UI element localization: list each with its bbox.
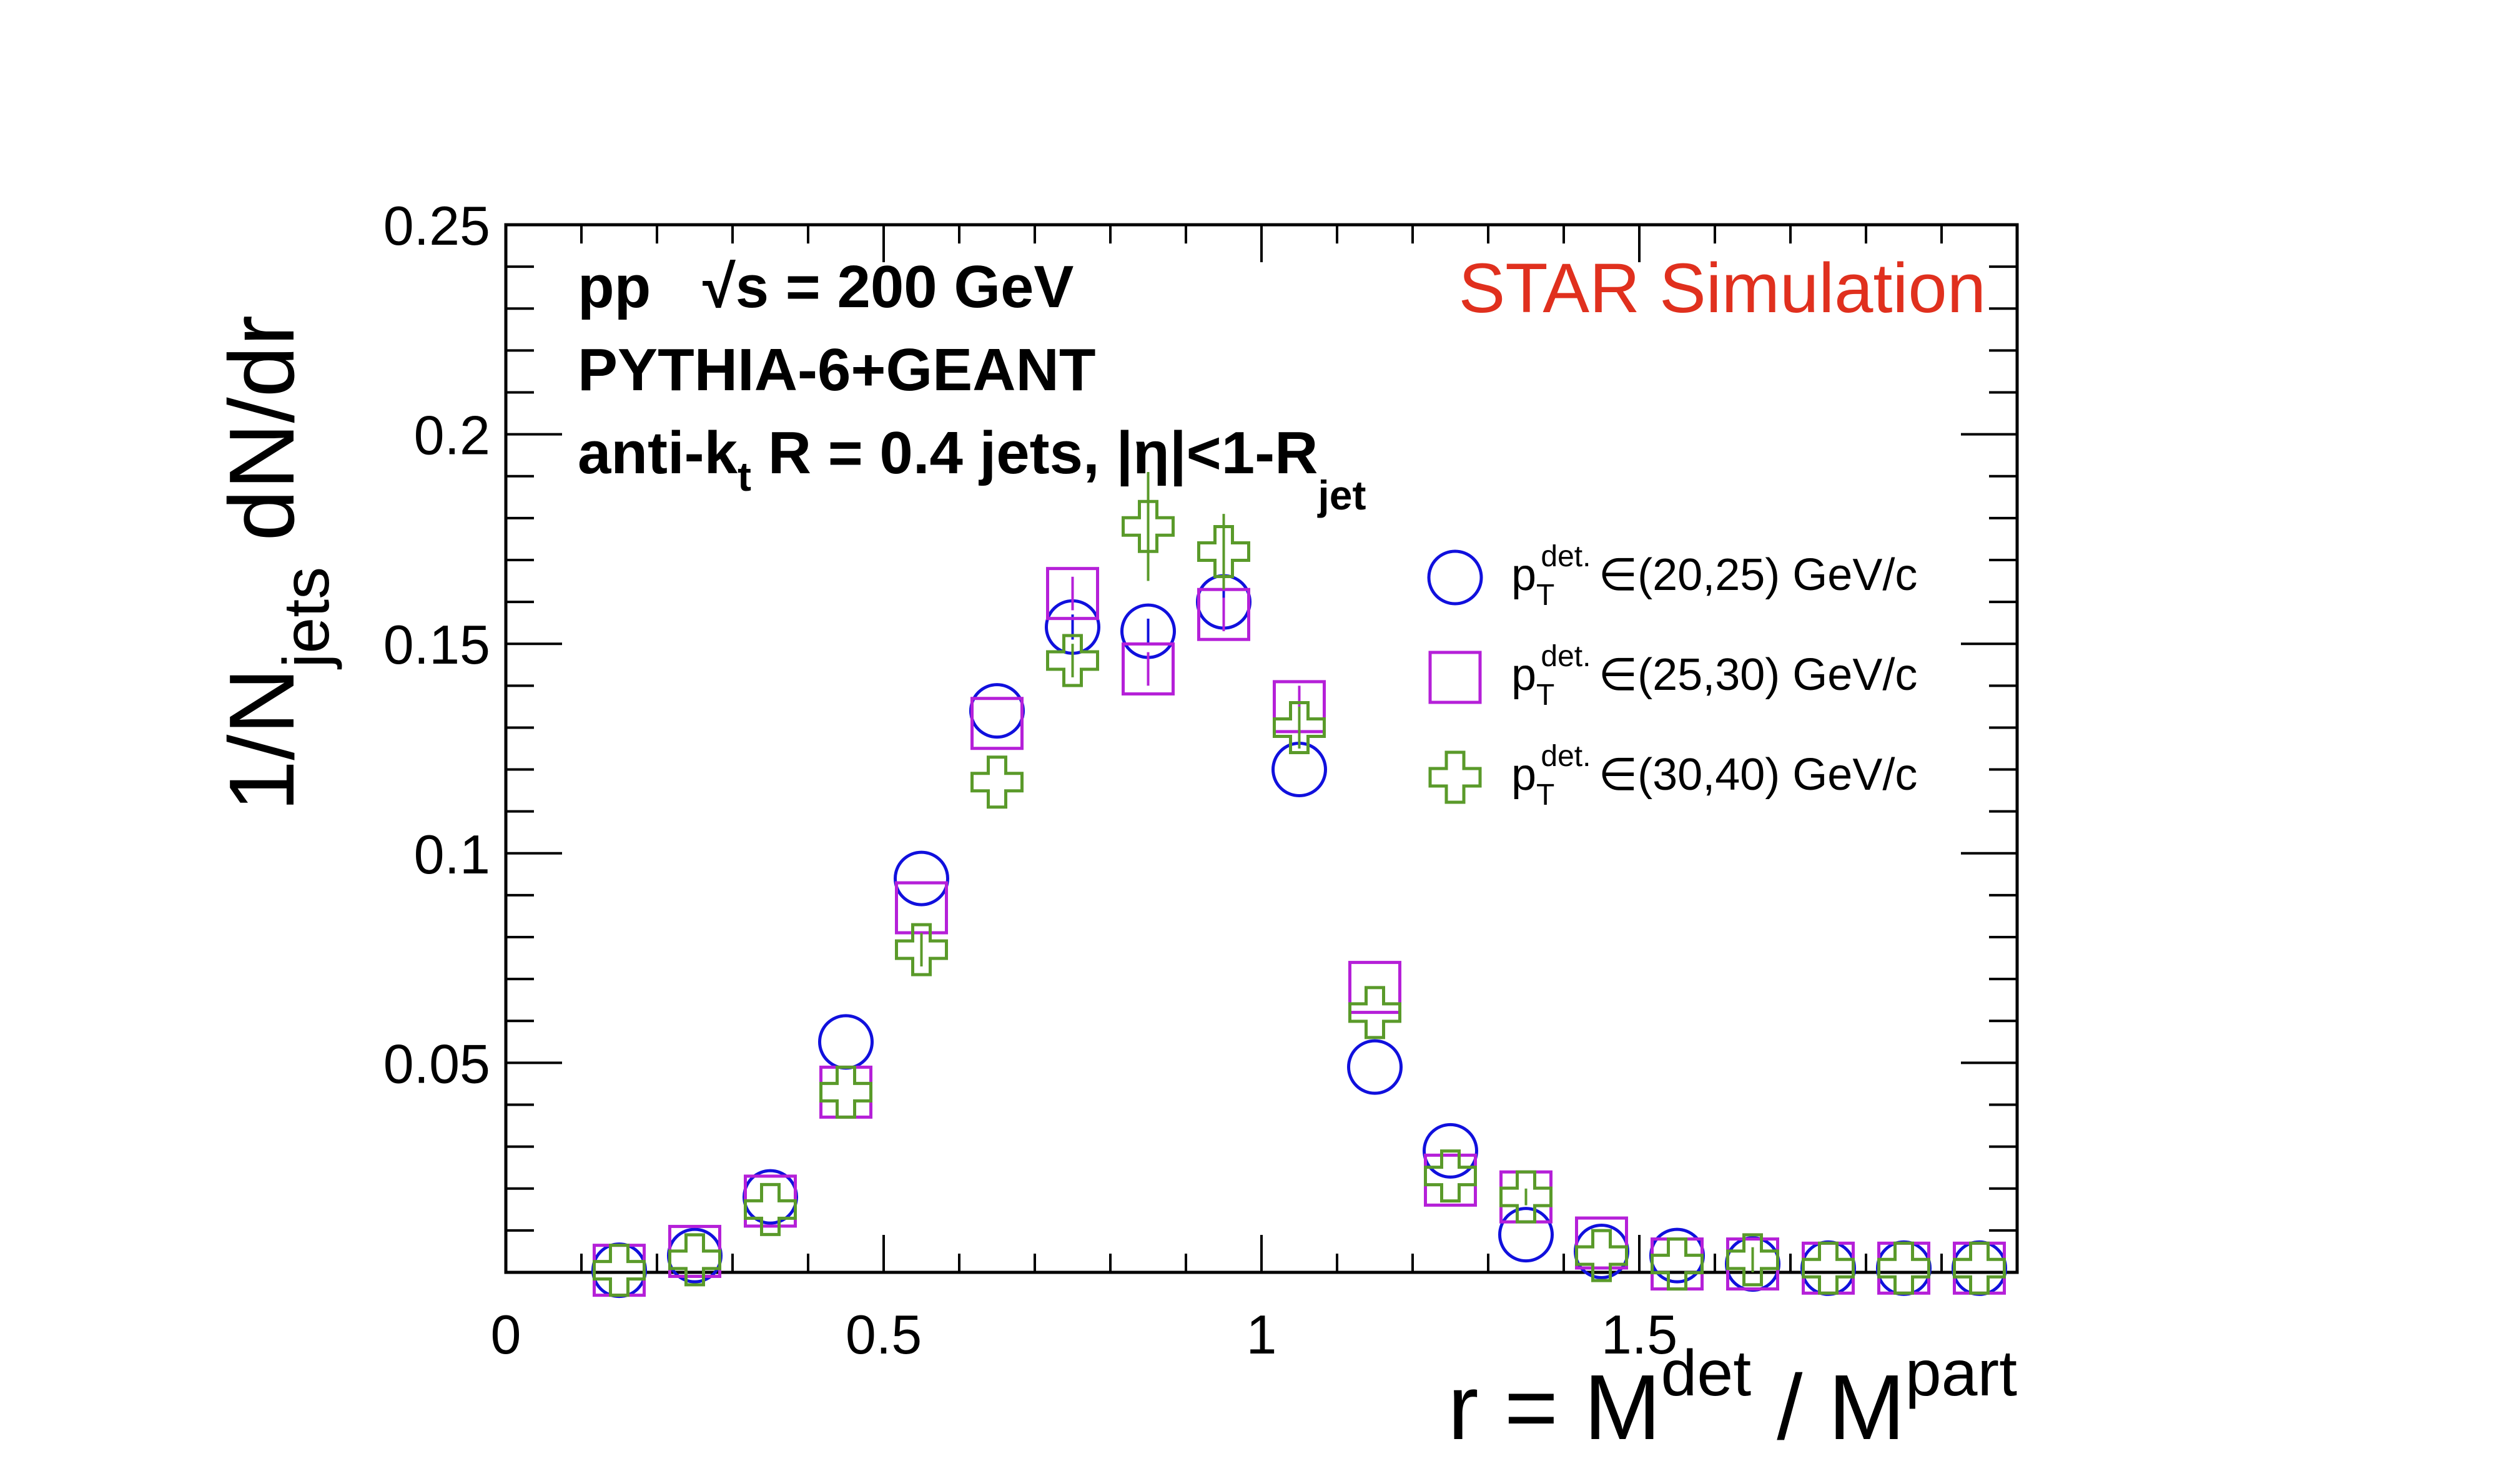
jets-mid: R = 0.4 jets, |: [751, 420, 1133, 487]
data-point-cross: [1424, 1149, 1477, 1203]
annotation-collision: pp: [578, 253, 651, 320]
tick-labels: 0 0.5 1 1.5 0.05 0.1 0.15 0.2 0.25: [383, 195, 1677, 1365]
data-point-cross: [1575, 1229, 1628, 1282]
jets-prefix: anti-k: [578, 420, 738, 486]
data-point-cross: [668, 1233, 721, 1287]
legend-marker-circle: [1427, 549, 1483, 606]
data-point-circle: [1423, 1123, 1478, 1179]
data-point-cross: [1953, 1241, 2006, 1295]
xlabel-main: r = M: [1448, 1356, 1661, 1459]
ylabel-main: 1/N: [210, 668, 313, 812]
data-point-cross: [593, 1244, 646, 1297]
data-point-cross: [1651, 1237, 1704, 1291]
legend-label: pTdet. ∈(30,40) GeV/c: [1511, 740, 1917, 812]
annotation-energy: √s = 200 GeV: [703, 253, 1074, 320]
data-markers: [591, 472, 2007, 1299]
y-axis-title: 1/Njets dN/dr: [210, 315, 343, 812]
x-axis-title: r = Mdet / Mpart: [1448, 1337, 2017, 1459]
y-tick-label: 0.25: [383, 195, 490, 257]
x-tick-label: 1: [1247, 1304, 1277, 1365]
legend-marker-square: [1428, 651, 1482, 704]
xlabel-sup1: det: [1661, 1337, 1752, 1410]
data-point-cross: [1348, 986, 1401, 1039]
legend-entry-1: pTdet. ∈(20,25) GeV/c: [1427, 540, 1917, 612]
data-point-cross: [1726, 1233, 1779, 1287]
y-tick-label: 0.15: [383, 614, 490, 676]
data-point-cross: [1197, 525, 1250, 579]
data-point-cross: [970, 755, 1024, 809]
data-point-cross: [1802, 1241, 1855, 1295]
star-simulation-label: STAR Simulation: [1459, 249, 1986, 327]
data-point-cross: [1877, 1241, 1930, 1295]
jets-sub: t: [738, 453, 751, 499]
data-point-cross: [1122, 499, 1175, 553]
data-point-square: [1122, 642, 1175, 695]
data-point-square: [1197, 587, 1250, 641]
data-point-cross: [1273, 700, 1326, 754]
x-tick-label: 1.5: [1601, 1304, 1677, 1365]
data-point-circle: [1498, 1207, 1554, 1263]
data-point-square: [1575, 1216, 1628, 1270]
xlabel-sup2: part: [1905, 1337, 2017, 1410]
data-point-cross: [1046, 634, 1099, 687]
annotation-jets: anti-kt R = 0.4 jets, |η|<1-Rjet: [578, 420, 1366, 518]
data-point-cross: [744, 1182, 797, 1236]
y-tick-label: 0.05: [383, 1033, 490, 1094]
data-point-square: [1046, 567, 1099, 621]
ylabel-tail: dN/dr: [210, 315, 313, 567]
y-tick-label: 0.2: [414, 405, 490, 466]
legend-label: pTdet. ∈(25,30) GeV/c: [1511, 640, 1917, 712]
data-point-cross: [819, 1065, 872, 1119]
jets-tail: |<1-R: [1170, 420, 1318, 487]
axis-ticks: [505, 224, 2018, 1274]
annotation-generator: PYTHIA-6+GEANT: [578, 337, 1095, 403]
data-point-square: [970, 697, 1024, 750]
ylabel-sub: jets: [270, 567, 343, 670]
jets-tail-sub: jet: [1316, 472, 1366, 518]
legend-label: pTdet. ∈(20,25) GeV/c: [1511, 540, 1917, 612]
data-point-cross: [895, 923, 948, 976]
data-point-circle: [894, 850, 949, 907]
data-point-square: [1348, 961, 1401, 1015]
y-tick-label: 0.1: [414, 823, 490, 885]
data-point-cross: [1499, 1170, 1553, 1224]
xlabel-mid: / M: [1751, 1356, 1905, 1459]
jets-eta: η: [1133, 420, 1170, 486]
legend: pTdet. ∈(20,25) GeV/c pTdet. ∈(25,30) GeV/c…: [1427, 540, 1917, 812]
legend-marker-cross: [1428, 750, 1482, 804]
data-point-square: [895, 881, 948, 935]
data-point-circle: [1347, 1039, 1403, 1095]
x-tick-label: 0: [491, 1304, 521, 1365]
x-tick-label: 0.5: [846, 1304, 922, 1365]
series-3: [593, 472, 2006, 1297]
legend-entry-2: pTdet. ∈(25,30) GeV/c: [1428, 640, 1917, 712]
legend-entry-3: pTdet. ∈(30,40) GeV/c: [1428, 740, 1917, 812]
